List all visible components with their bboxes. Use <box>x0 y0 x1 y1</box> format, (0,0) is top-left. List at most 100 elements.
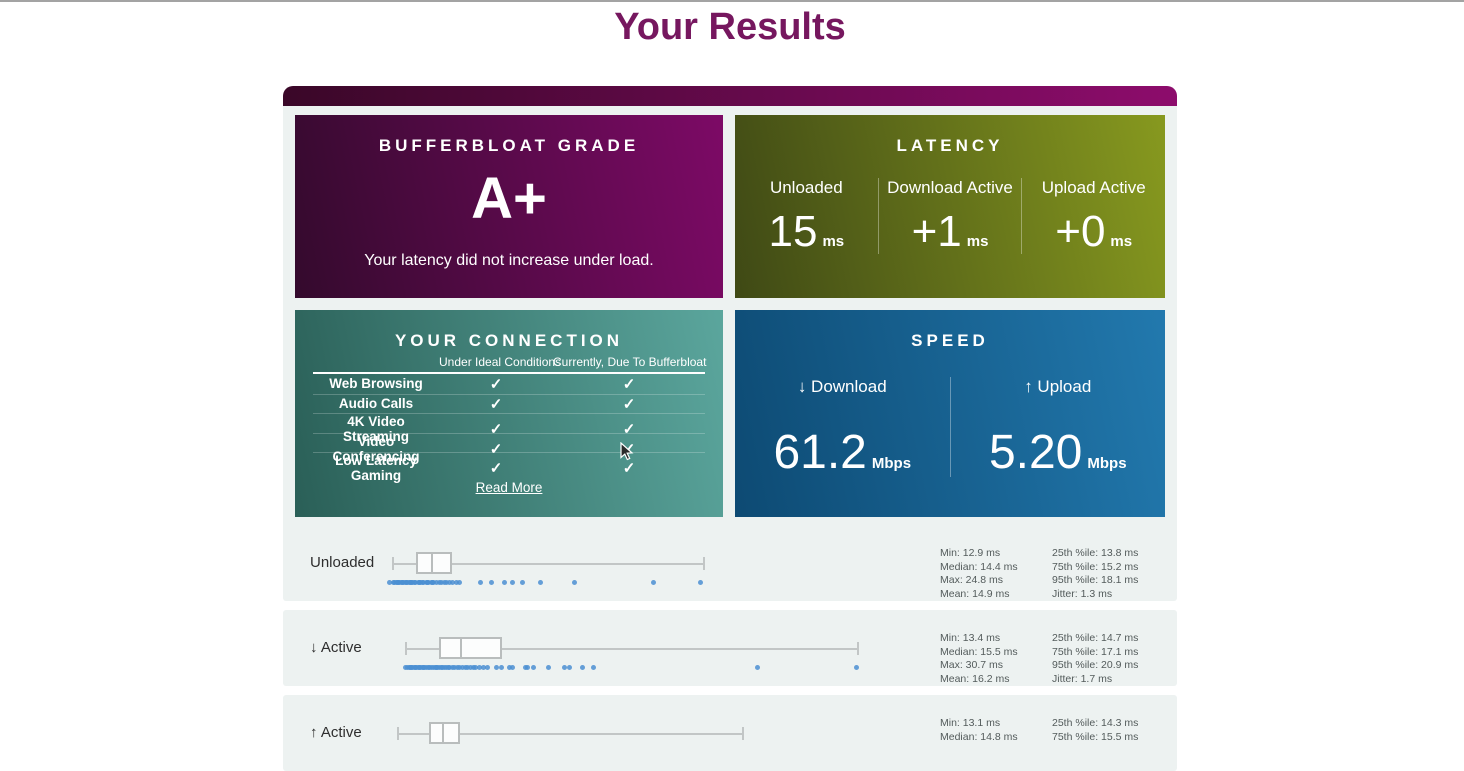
boxplot-whisker <box>405 648 857 650</box>
boxplot-plot-area <box>366 525 888 601</box>
boxplot-block-download-active: ↓ Active Min: 13.4 ms Median: 15.5 ms Max: … <box>283 610 1177 686</box>
boxplot-label: Unloaded <box>310 554 375 571</box>
boxplot-median-line <box>441 722 444 744</box>
read-more-link[interactable]: Read More <box>475 479 543 495</box>
connection-row-label: 4K Video Streaming <box>342 414 410 444</box>
boxplot-whisker <box>392 563 703 565</box>
connection-row-label: Web Browsing <box>329 376 423 392</box>
boxplot-max-cap <box>856 642 859 655</box>
boxplot-row-unloaded-wrap: Unloaded Min: 12.9 ms Median: 14.4 ms Max: … <box>283 517 1177 601</box>
boxplot-stats: Min: 13.4 ms Median: 15.5 ms Max: 30.7 ms M… <box>940 632 1164 686</box>
latency-sample-dot <box>561 665 567 670</box>
latency-label: Upload Active <box>1041 178 1146 197</box>
latency-sample-dot <box>509 665 515 670</box>
latency-sample-dot <box>538 580 544 585</box>
boxplot-block-upload-active: ↑ Active Min: 13.1 ms Median: 14.8 ms 25th … <box>283 695 1177 771</box>
boxplot-median-line <box>459 637 462 659</box>
connection-row-label: Low Latency Gaming <box>335 453 417 483</box>
bufferbloat-grade-value: A+ <box>471 166 547 231</box>
connection-row: Web Browsing ✓ ✓ <box>313 374 705 394</box>
latency-sample-dot <box>402 665 408 670</box>
stat-line: Max: 24.8 ms <box>940 574 1004 586</box>
boxplot-stats-right: 25th %ile: 13.8 ms 75th %ile: 15.2 ms 95th… <box>1052 547 1164 601</box>
stat-line: 95th %ile: 18.1 ms <box>1052 574 1139 586</box>
results-cards-grid: BUFFERBLOAT GRADE A+ Your latency did no… <box>283 106 1177 517</box>
boxplot-min-cap <box>392 557 395 570</box>
latency-sample-dot <box>454 665 460 670</box>
connection-table: Under Ideal Conditions Currently, Due To … <box>313 355 706 483</box>
stat-line: 75th %ile: 15.2 ms <box>1052 560 1139 573</box>
connection-row: Audio Calls ✓ ✓ <box>313 393 705 414</box>
stat-line: 75th %ile: 15.5 ms <box>1052 730 1139 743</box>
connection-row: 4K Video Streaming ✓ ✓ <box>313 413 705 444</box>
latency-sample-dot <box>473 665 479 670</box>
boxplot-median-line <box>431 552 434 574</box>
ideal-checkmark-icon: ✓ <box>489 460 503 477</box>
latency-sample-dot <box>449 580 455 585</box>
boxplot-whisker <box>397 733 742 735</box>
speed-card-title: SPEED <box>911 331 989 350</box>
boxplot-stats-left: Min: 13.4 ms Median: 15.5 ms Max: 30.7 ms M… <box>940 632 1052 686</box>
current-checkmark-icon: ✓ <box>622 375 636 393</box>
latency-sample-dot <box>436 665 442 670</box>
bufferbloat-grade-card-title: BUFFERBLOAT GRADE <box>378 136 640 155</box>
speed-value: 61.2 Mbps <box>773 426 912 479</box>
connection-table-header: Under Ideal Conditions Currently, Due To … <box>313 355 706 374</box>
latency-sample-dot <box>447 665 453 670</box>
latency-sample-dot <box>452 665 458 670</box>
latency-sample-dot <box>413 580 419 585</box>
latency-sample-dot <box>572 580 578 585</box>
stat-line: 25th %ile: 14.3 ms <box>1052 717 1139 729</box>
latency-label: Download Active <box>887 178 1013 197</box>
latency-sample-dot <box>467 665 473 670</box>
stat-line: Min: 12.9 ms <box>940 547 1001 559</box>
results-panel: BUFFERBLOAT GRADE A+ Your latency did no… <box>283 86 1177 601</box>
latency-sample-dot <box>457 580 463 585</box>
page-title: Your Results <box>614 6 846 48</box>
boxplot-min-cap <box>397 727 400 740</box>
latency-sample-dot <box>480 665 486 670</box>
latency-sample-dot <box>436 580 442 585</box>
boxplot-iqr-box <box>415 552 453 574</box>
boxplot-stats-right: 25th %ile: 14.7 ms 75th %ile: 17.1 ms 95th… <box>1052 632 1164 686</box>
latency-label: Unloaded <box>769 178 843 197</box>
latency-sample-dot <box>525 665 531 670</box>
latency-column-0: Unloaded 15 ms <box>735 178 878 254</box>
your-connection-card-title: YOUR CONNECTION <box>394 331 624 350</box>
stat-line: Min: 13.4 ms <box>940 632 1001 644</box>
latency-sample-dot <box>494 665 499 670</box>
latency-sample-dot <box>433 580 439 585</box>
latency-sample-dot <box>420 580 426 585</box>
mouse-cursor-icon <box>620 442 634 461</box>
bufferbloat-grade-card: BUFFERBLOAT GRADE A+ Your latency did no… <box>295 115 723 298</box>
latency-sample-dot <box>755 665 760 670</box>
latency-sample-dot <box>567 665 573 670</box>
latency-value: 15 ms <box>768 207 845 256</box>
boxplot-stats-left: Min: 13.1 ms Median: 14.8 ms <box>940 717 1052 744</box>
latency-sample-dot <box>484 665 490 670</box>
stat-line: 25th %ile: 13.8 ms <box>1052 547 1139 559</box>
latency-sample-dot <box>546 665 552 670</box>
boxplot-row-upload-active: ↑ Active Min: 13.1 ms Median: 14.8 ms 25th … <box>283 695 1177 771</box>
current-checkmark-icon: ✓ <box>622 395 636 413</box>
current-checkmark-icon: ✓ <box>622 421 636 438</box>
boxplot-stats-left: Min: 12.9 ms Median: 14.4 ms Max: 24.8 ms M… <box>940 547 1052 601</box>
boxplot-row-download-active: ↓ Active Min: 13.4 ms Median: 15.5 ms Max: … <box>283 610 1177 686</box>
ideal-checkmark-icon: ✓ <box>489 421 503 438</box>
latency-card: LATENCY Unloaded 15 ms Download Active +1 ms U… <box>735 115 1165 298</box>
latency-value: +1 ms <box>911 207 989 256</box>
latency-sample-dot <box>470 665 476 670</box>
latency-sample-dot <box>441 580 447 585</box>
connection-row-label: Video Conferencing <box>332 433 420 464</box>
latency-sample-dot <box>441 665 447 670</box>
latency-sample-dot <box>507 665 513 670</box>
latency-sample-dot <box>457 665 463 670</box>
ideal-checkmark-icon: ✓ <box>489 440 503 458</box>
boxplot-row-unloaded: Unloaded Min: 12.9 ms Median: 14.4 ms Max: … <box>283 525 1177 601</box>
current-checkmark-icon: ✓ <box>622 460 636 477</box>
boxplot-label: ↑ Active <box>310 724 362 741</box>
speed-label: ↓ Download <box>797 377 887 396</box>
latency-sample-dot <box>460 665 466 670</box>
stat-line: Max: 30.7 ms <box>940 659 1004 671</box>
connection-column-header-0: Under Ideal Conditions <box>439 355 562 369</box>
